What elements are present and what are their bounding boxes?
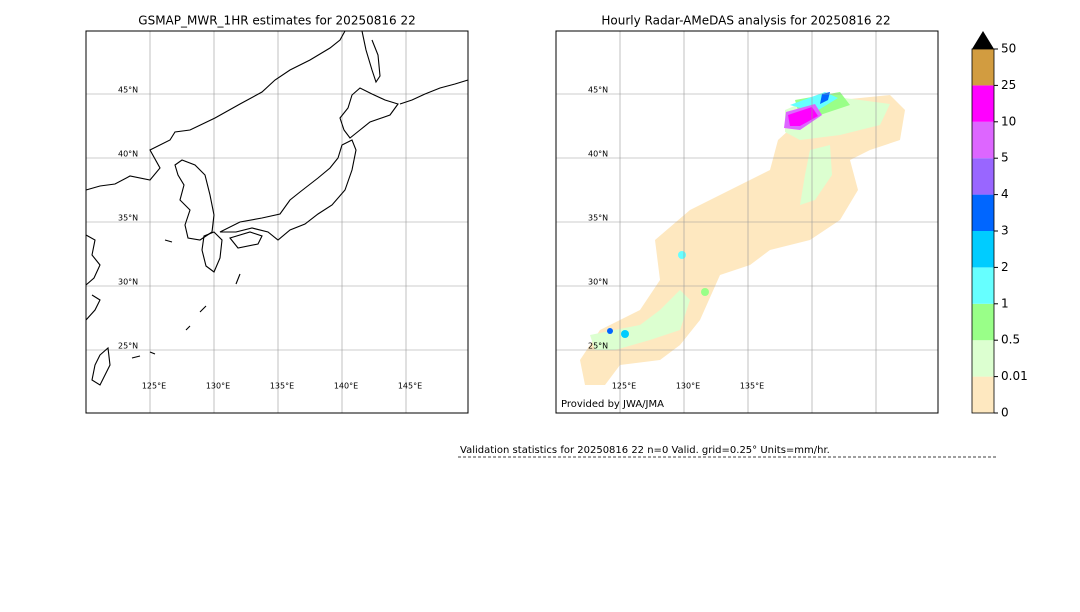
colorbar-segment: [972, 303, 994, 341]
lat-label: 40°N: [588, 150, 608, 159]
colorbar-label: 4: [1001, 187, 1009, 201]
colorbar-segment: [972, 121, 994, 159]
lat-label: 35°N: [588, 214, 608, 223]
lon-label: 130°E: [676, 382, 700, 391]
colorbar-label: 1: [1001, 296, 1009, 310]
colorbar-segment: [972, 85, 994, 122]
colorbar-label: 0.01: [1001, 369, 1028, 383]
colorbar-segment: [972, 340, 994, 377]
colorbar: 0 0.01 0.5 1 2 3 4 5 10 25 50: [971, 31, 1028, 420]
map-title: GSMAP_MWR_1HR estimates for 20250816 22: [138, 14, 415, 28]
lat-label: 25°N: [588, 342, 608, 351]
colorbar-label: 0.5: [1001, 333, 1020, 347]
colorbar-label: 50: [1001, 42, 1016, 56]
colorbar-label: 10: [1001, 114, 1016, 128]
colorbar-label: 2: [1001, 260, 1009, 274]
lon-label: 130°E: [206, 382, 230, 391]
map-frame: [85, 30, 469, 414]
right-map: Hourly Radar-AMeDAS analysis for 2025081…: [555, 14, 939, 414]
lon-label: 125°E: [612, 382, 636, 391]
lon-label: 135°E: [270, 382, 294, 391]
lon-label: 135°E: [740, 382, 764, 391]
colorbar-segment: [972, 376, 994, 413]
colorbar-label: 5: [1001, 151, 1009, 165]
colorbar-segment: [972, 158, 994, 195]
map-title: Hourly Radar-AMeDAS analysis for 2025081…: [601, 14, 890, 28]
lat-label: 30°N: [118, 278, 138, 287]
lat-label: 45°N: [118, 86, 138, 95]
credit: Provided by JWA/JMA: [561, 399, 664, 410]
precip-field: [580, 92, 905, 385]
lat-label: 40°N: [118, 150, 138, 159]
validation-text: Validation statistics for 20250816 22 n=…: [460, 445, 830, 456]
colorbar-segment: [972, 49, 994, 86]
lon-label: 125°E: [142, 382, 166, 391]
lat-label: 35°N: [118, 214, 138, 223]
lat-label: 45°N: [588, 86, 608, 95]
colorbar-segment: [972, 231, 994, 268]
map-frame: [555, 30, 939, 414]
colorbar-segment: [972, 194, 994, 231]
left-map: GSMAP_MWR_1HR estimates for 20250816 22 …: [85, 14, 469, 414]
lon-label: 140°E: [334, 382, 358, 391]
colorbar-label: 25: [1001, 78, 1016, 92]
colorbar-segment: [972, 267, 994, 304]
lat-label: 25°N: [118, 342, 138, 351]
lat-label: 30°N: [588, 278, 608, 287]
lon-label: 145°E: [398, 382, 422, 391]
colorbar-label: 3: [1001, 224, 1009, 238]
colorbar-extend: [972, 31, 994, 49]
colorbar-label: 0: [1001, 406, 1009, 420]
